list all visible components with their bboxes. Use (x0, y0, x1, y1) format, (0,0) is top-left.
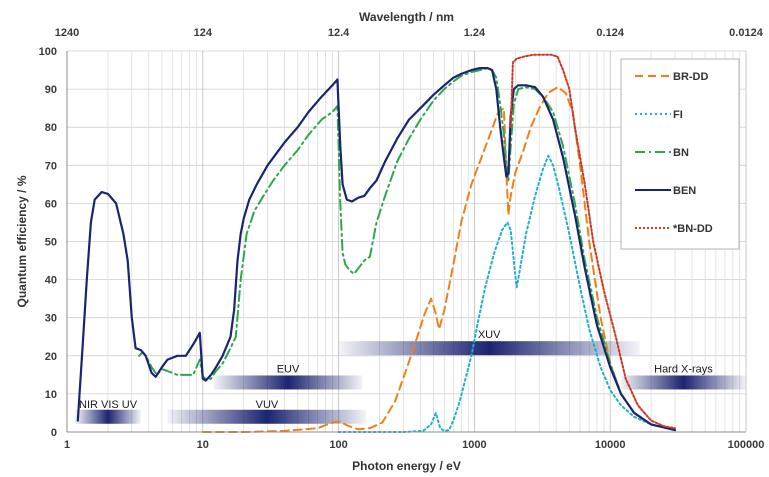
y-tick-label: 10 (45, 389, 57, 401)
legend-label: BEN (673, 185, 696, 197)
y-tick-label: 80 (45, 122, 57, 134)
y-tick-label: 100 (39, 46, 57, 58)
top-tick-label: 12.4 (328, 27, 350, 39)
band-label: XUV (478, 329, 501, 341)
x-tick-label: 100000 (728, 439, 765, 451)
legend-label: FI (673, 109, 683, 121)
y-tick-label: 40 (45, 275, 57, 287)
y-tick-label: 20 (45, 351, 57, 363)
band-bar (75, 409, 141, 424)
top-tick-label: 124 (194, 27, 213, 39)
top-tick-label: 1.24 (464, 27, 486, 39)
series-line (76, 67, 677, 432)
band-label: Hard X-rays (654, 363, 713, 375)
top-tick-label: 0.124 (596, 27, 624, 39)
series-line (138, 67, 676, 432)
y-tick-label: 70 (45, 160, 57, 172)
y-tick-label: 30 (45, 313, 57, 325)
x-tick-label: 100 (329, 439, 347, 451)
series-line (337, 154, 676, 433)
series-lines (76, 53, 677, 433)
band-bar (213, 375, 363, 390)
x-tick-label: 1000 (462, 439, 486, 451)
y-tick-label: 90 (45, 84, 57, 96)
x-tick-label: 10 (197, 439, 209, 451)
top-tick-label: 0.0124 (729, 27, 764, 39)
legend-label: BN (673, 147, 689, 159)
band-bar (167, 409, 367, 424)
y-tick-label: 0 (51, 427, 57, 439)
legend-label: BR-DD (673, 71, 708, 83)
y-tick-label: 50 (45, 237, 57, 249)
band-label: VUV (256, 399, 279, 411)
top-tick-label: 1240 (55, 27, 79, 39)
axes: 1 10 100 1000 10000 100000 0 10 20 30 40 50 60 70 80 90… (15, 10, 764, 473)
series-line (201, 86, 676, 433)
legend: BR-DD FI BN BEN *BN-DD (620, 58, 740, 250)
legend-label: *BN-DD (673, 223, 713, 235)
x-tick-label: 10000 (595, 439, 626, 451)
y-tick-label: 60 (45, 198, 57, 210)
band-bar (338, 341, 640, 356)
y-axis-title: Quantum efficiency / % (15, 175, 29, 307)
x-axis-title: Photon energy / eV (352, 459, 461, 473)
band-label: NIR VIS UV (79, 399, 138, 411)
legend-box (620, 58, 740, 250)
band-label: EUV (277, 363, 300, 375)
x-tick-label: 1 (64, 439, 70, 451)
top-axis-title: Wavelength / nm (359, 10, 454, 24)
wavelength-bands: NIR VIS UV VUV EUV XUV Hard X-rays (75, 329, 746, 424)
band-bar (620, 375, 746, 390)
series-line (509, 53, 676, 430)
